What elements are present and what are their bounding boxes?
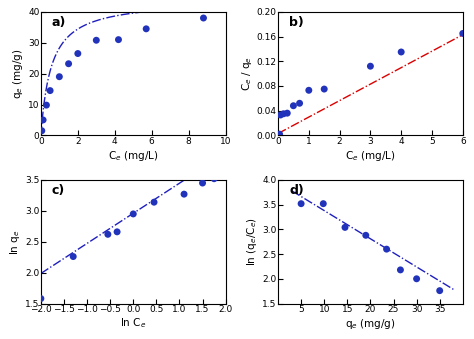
Text: d): d) [289, 184, 304, 197]
Point [113, 229, 121, 235]
X-axis label: C$_e$ (mg/L): C$_e$ (mg/L) [108, 148, 158, 163]
Point [150, 199, 158, 205]
Point [362, 233, 370, 238]
Point [46, 88, 54, 93]
Point [210, 176, 218, 181]
Y-axis label: ln (q$_e$/C$_e$): ln (q$_e$/C$_e$) [246, 217, 259, 266]
Point [37, 296, 45, 301]
Point [200, 15, 207, 21]
Point [297, 201, 305, 206]
Point [43, 102, 50, 108]
Text: c): c) [52, 184, 65, 197]
Point [69, 254, 77, 259]
Text: a): a) [52, 16, 66, 28]
Point [129, 211, 137, 217]
Point [397, 49, 405, 55]
Text: b): b) [289, 16, 304, 28]
Point [413, 276, 420, 281]
Point [341, 225, 349, 230]
Point [277, 112, 284, 118]
Point [199, 180, 206, 186]
Point [305, 87, 313, 93]
Point [276, 132, 283, 137]
Point [290, 103, 297, 108]
Point [296, 101, 303, 106]
Point [39, 117, 47, 123]
Point [383, 246, 391, 252]
Y-axis label: C$_e$ / q$_e$: C$_e$ / q$_e$ [240, 56, 254, 91]
Point [436, 288, 444, 293]
Point [366, 63, 374, 69]
X-axis label: C$_e$ (mg/L): C$_e$ (mg/L) [345, 148, 396, 163]
Point [92, 38, 100, 43]
Point [459, 31, 466, 36]
Y-axis label: q$_e$ (mg/g): q$_e$ (mg/g) [11, 48, 25, 99]
X-axis label: q$_e$ (mg/g): q$_e$ (mg/g) [345, 317, 396, 331]
Point [319, 201, 327, 206]
Point [55, 74, 63, 79]
Point [115, 37, 122, 42]
Point [320, 86, 328, 92]
Point [104, 232, 112, 237]
X-axis label: ln C$_e$: ln C$_e$ [120, 317, 146, 331]
Point [283, 111, 291, 116]
Point [397, 267, 404, 273]
Point [38, 128, 46, 134]
Point [65, 61, 73, 66]
Point [142, 26, 150, 32]
Y-axis label: ln q$_e$: ln q$_e$ [9, 229, 22, 255]
Point [180, 192, 188, 197]
Point [280, 111, 287, 117]
Point [74, 51, 82, 56]
